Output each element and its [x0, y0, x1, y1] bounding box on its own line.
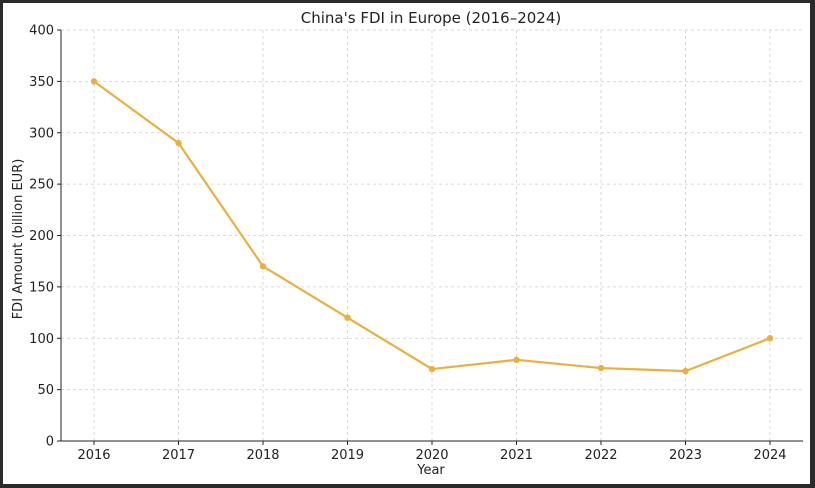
- y-axis-label: FDI Amount (billion EUR): [11, 159, 26, 320]
- data-point: [682, 367, 689, 375]
- x-tick-label: 2023: [669, 448, 702, 463]
- x-tick-label: 2018: [246, 448, 279, 463]
- tick-labels: 0 50 100 150 200 250 300 350 400 2016 2017 2018 2019…: [29, 24, 786, 464]
- y-tick-label: 250: [29, 178, 54, 193]
- x-tick-label: 2022: [584, 448, 617, 463]
- y-tick-label: 100: [29, 332, 54, 347]
- series-layer: [90, 78, 774, 375]
- line-chart: China's FDI in Europe (2016–2024) 0 50 100…: [11, 9, 803, 478]
- data-point: [259, 263, 267, 270]
- x-tick-label: 2016: [77, 448, 110, 463]
- x-axis-label: Year: [416, 463, 445, 478]
- data-point: [344, 314, 351, 321]
- y-tick-label: 200: [29, 229, 54, 244]
- x-tick-label: 2020: [415, 448, 448, 463]
- x-tick-label: 2024: [753, 448, 786, 463]
- data-point: [766, 335, 774, 342]
- y-tick-label: 400: [29, 24, 54, 39]
- y-tick-label: 150: [29, 280, 54, 295]
- y-tick-label: 350: [29, 75, 54, 90]
- x-tick-label: 2019: [331, 448, 364, 463]
- y-tick-label: 50: [37, 383, 54, 398]
- data-point: [513, 356, 520, 364]
- grid-lines: [61, 29, 803, 442]
- x-tick-label: 2021: [500, 448, 533, 463]
- y-tick-label: 300: [29, 126, 54, 141]
- chart-frame: China's FDI in Europe (2016–2024) 0 50 100…: [3, 3, 810, 484]
- y-tick-label: 0: [46, 435, 54, 450]
- data-point: [597, 364, 605, 372]
- data-point: [175, 139, 182, 147]
- series-line: [93, 80, 771, 373]
- data-point: [428, 365, 436, 373]
- chart-title: China's FDI in Europe (2016–2024): [301, 9, 561, 27]
- data-point: [90, 78, 98, 85]
- x-tick-label: 2017: [162, 448, 195, 463]
